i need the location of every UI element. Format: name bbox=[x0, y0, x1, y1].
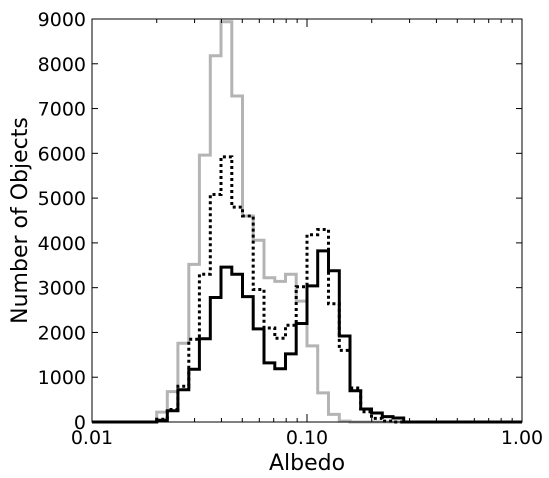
ticks-layer: 0 1000 2000 3000 4000 5000 6000 7000 8000 9000 0.0… bbox=[38, 9, 544, 449]
series-layer bbox=[92, 20, 522, 424]
y-tick-label: 5000 bbox=[38, 188, 86, 210]
y-tick-label: 8000 bbox=[38, 54, 86, 76]
y-tick-label: 4000 bbox=[38, 233, 86, 255]
y-tick-label: 0 bbox=[74, 412, 86, 434]
y-tick-label: 9000 bbox=[38, 9, 86, 31]
series-gray-solid bbox=[92, 20, 522, 424]
y-tick-label: 6000 bbox=[38, 143, 86, 165]
x-tick-label: 1.00 bbox=[501, 427, 543, 449]
x-axis-title: Albedo bbox=[269, 451, 345, 474]
y-tick-label: 3000 bbox=[38, 278, 86, 300]
plot-frame bbox=[91, 18, 523, 423]
y-tick-label: 7000 bbox=[38, 99, 86, 121]
x-tick-label: 0.01 bbox=[71, 427, 113, 449]
y-axis-title: Number of Objects bbox=[8, 117, 33, 324]
x-tick-label: 0.10 bbox=[286, 427, 328, 449]
y-tick-label: 2000 bbox=[38, 322, 86, 344]
labels-layer: Albedo Number of Objects bbox=[8, 117, 345, 476]
y-tick-label: 1000 bbox=[38, 367, 86, 389]
